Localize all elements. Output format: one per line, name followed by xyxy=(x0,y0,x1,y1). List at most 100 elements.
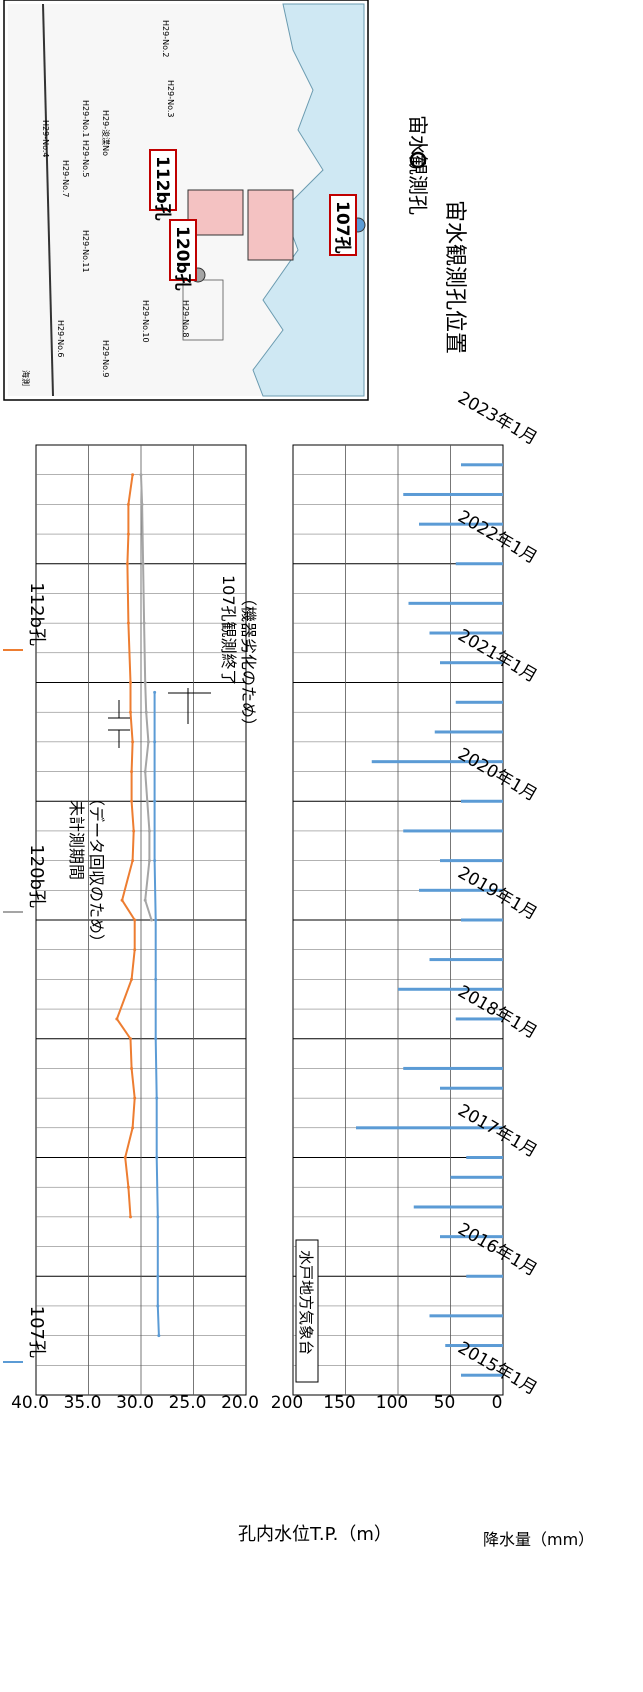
map-legend-marker xyxy=(409,151,427,169)
map-road xyxy=(42,3,54,397)
map-building-2 xyxy=(187,189,244,236)
precipitation-y-ticks: 200 150 100 50 0 xyxy=(271,1393,503,1413)
series-point xyxy=(147,829,151,833)
precipitation-bar xyxy=(440,1086,503,1090)
series-point xyxy=(143,770,147,774)
precipitation-y-axis-label: 降水量（mm） xyxy=(483,1530,594,1549)
map-point-label: 107孔 xyxy=(332,201,352,254)
map-survey-label: H29-No.1 xyxy=(81,100,90,137)
series-point xyxy=(144,710,148,714)
map-point-label-box xyxy=(149,149,177,211)
x-tick-label: 2023年1月 xyxy=(454,388,540,449)
precipitation-bar xyxy=(398,987,503,991)
annotation-107-end-title: 107孔観測終了 xyxy=(219,575,238,686)
series-point xyxy=(130,1066,134,1070)
series-point xyxy=(146,740,150,744)
map-survey-label: H29-No.8 xyxy=(181,300,190,337)
series-point xyxy=(140,502,144,506)
bar-y-tick-label: 100 xyxy=(376,1393,408,1413)
series-point xyxy=(156,1304,160,1308)
series-point xyxy=(126,1185,130,1189)
precipitation-bar xyxy=(450,1175,503,1179)
series-point xyxy=(120,898,124,902)
series-point xyxy=(150,918,153,922)
annotation-unmeasured-title: 未計測期間 xyxy=(67,800,86,880)
water-level-legend: 107孔 120b孔 112b孔 xyxy=(3,582,47,1363)
legend-120b-label: 120b孔 xyxy=(26,844,47,908)
precipitation-bar xyxy=(419,522,503,526)
water-level-grid xyxy=(36,444,246,1396)
water-level-chart: 40.0 35.0 30.0 25.0 20.0 孔内水位T.P.（m） 107孔 12… xyxy=(3,444,392,1545)
station-label: 水戸地方気象台 xyxy=(297,1250,315,1355)
precipitation-bar xyxy=(408,601,503,605)
precipitation-bar xyxy=(419,888,503,892)
bar-y-tick-label: 50 xyxy=(434,1393,456,1413)
map-survey-label: H29-No.6 xyxy=(56,320,65,357)
series-point xyxy=(155,1156,159,1159)
map-survey-label: H29-No.10 xyxy=(141,300,150,343)
map-survey-label: H29-No.11 xyxy=(81,230,90,273)
series-point xyxy=(156,1274,160,1278)
series-point xyxy=(153,740,157,744)
series-point xyxy=(154,1037,158,1041)
map-title: 宙水観測孔位置 xyxy=(442,200,467,354)
series-point xyxy=(129,710,132,714)
map-survey-label: H29-No.5 xyxy=(81,140,90,177)
series-point xyxy=(142,621,146,625)
map-point-label-box xyxy=(329,194,357,256)
precipitation-bar xyxy=(413,1205,503,1209)
series-point xyxy=(132,829,136,833)
legend-107-label: 107孔 xyxy=(26,1306,47,1358)
precipitation-bar xyxy=(466,1274,503,1278)
precipitation-bar xyxy=(461,918,503,922)
map-survey-label: H29-No.2 xyxy=(161,20,170,57)
series-point xyxy=(131,473,135,477)
series-point xyxy=(141,562,145,566)
series-point xyxy=(145,799,149,803)
precipitation-bar xyxy=(403,829,503,833)
series-point xyxy=(143,681,147,684)
series-point xyxy=(123,1156,127,1159)
series-point xyxy=(131,1126,135,1130)
precipitation-bar xyxy=(461,1373,503,1377)
precipitation-bar xyxy=(466,1156,503,1159)
precipitation-bar xyxy=(403,1066,503,1070)
series-point xyxy=(131,740,135,744)
series-point xyxy=(133,918,137,922)
series-point xyxy=(154,918,158,922)
series-point xyxy=(153,799,157,803)
line-y-tick-label: 35.0 xyxy=(64,1393,102,1413)
precipitation-bar xyxy=(429,1314,503,1318)
precipitation-bar xyxy=(371,760,503,764)
map-survey-label: 海測 xyxy=(21,370,31,386)
precipitation-bar xyxy=(440,1235,503,1239)
annotation-107-end-reason: （機器劣化のため） xyxy=(239,590,258,734)
series-point xyxy=(126,532,130,536)
series-point xyxy=(133,1096,137,1100)
precipitation-bar xyxy=(455,700,503,704)
precipitation-bar xyxy=(445,1344,503,1348)
water-level-y-axis-label: 孔内水位T.P.（m） xyxy=(238,1524,392,1545)
annotation-unmeasured-reason: （データ回収のため） xyxy=(87,790,106,950)
series-point xyxy=(153,859,157,863)
station-label-box xyxy=(295,1239,319,1383)
map-survey-label: H29-No.7 xyxy=(61,160,70,197)
precipitation-bar xyxy=(455,1017,503,1021)
precipitation-bar xyxy=(429,631,503,635)
water-level-y-ticks: 40.0 35.0 30.0 25.0 20.0 xyxy=(11,1393,259,1413)
series-point xyxy=(147,859,151,863)
precipitation-bar xyxy=(403,492,503,496)
line-y-tick-label: 40.0 xyxy=(11,1393,49,1413)
precipitation-bar xyxy=(461,463,503,467)
line-y-tick-label: 30.0 xyxy=(116,1393,154,1413)
legend-112b-label: 112b孔 xyxy=(26,582,47,646)
map-point-label: 112b孔 xyxy=(152,156,172,221)
map-point-label: 120b孔 xyxy=(172,226,192,291)
precipitation-bars xyxy=(356,463,503,1377)
map-building-1 xyxy=(247,189,294,261)
